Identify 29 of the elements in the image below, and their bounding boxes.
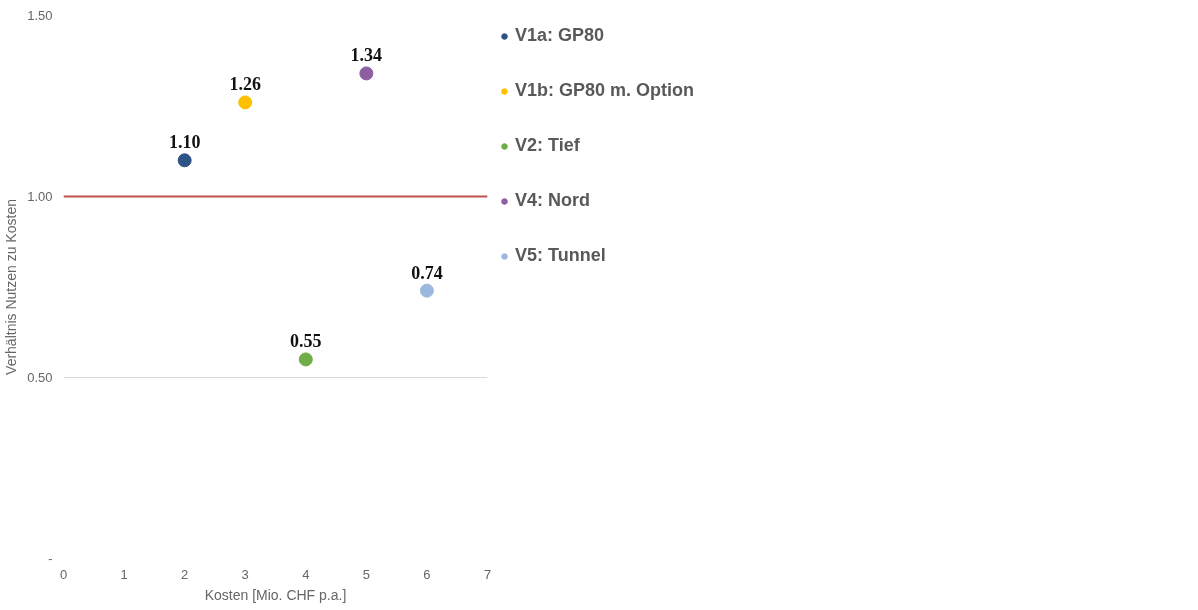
y-tick-label: - bbox=[48, 551, 53, 566]
point bbox=[298, 352, 313, 367]
x-tick-label: 3 bbox=[241, 566, 249, 582]
legend-label: V1a: GP80 bbox=[515, 25, 605, 46]
x-tick-label: 7 bbox=[483, 566, 492, 582]
x-tick-label: 5 bbox=[362, 566, 370, 582]
legend-label: V5: Tunnel bbox=[515, 245, 606, 266]
point bbox=[419, 283, 434, 298]
x-tick-label: 1 bbox=[120, 566, 128, 582]
data-label: 0.74 bbox=[411, 262, 443, 283]
data-label: 1.26 bbox=[229, 74, 261, 95]
legend-label: V4: Nord bbox=[515, 190, 591, 211]
point bbox=[359, 66, 374, 81]
y-tick-label: 1.00 bbox=[27, 189, 53, 204]
point bbox=[238, 95, 253, 110]
data-label: 0.55 bbox=[290, 331, 322, 352]
legend-label: V1b: GP80 m. Option bbox=[515, 80, 695, 101]
x-tick-label: 6 bbox=[423, 566, 431, 582]
y-tick-label: 1.50 bbox=[27, 8, 53, 23]
x-axis-title: Kosten [Mio. CHF p.a.] bbox=[204, 586, 347, 603]
data-label: 1.10 bbox=[168, 132, 201, 153]
legend-label: V2: Tief bbox=[515, 135, 580, 156]
data-label: 1.34 bbox=[350, 45, 383, 66]
point bbox=[177, 153, 192, 168]
y-tick-label: 0.50 bbox=[27, 370, 53, 385]
x-tick-label: 2 bbox=[181, 566, 189, 582]
y-axis-title: Verhältnis Nutzen zu Kosten bbox=[3, 199, 20, 375]
x-tick-label: 0 bbox=[59, 566, 68, 582]
x-tick-label: 4 bbox=[302, 566, 310, 582]
